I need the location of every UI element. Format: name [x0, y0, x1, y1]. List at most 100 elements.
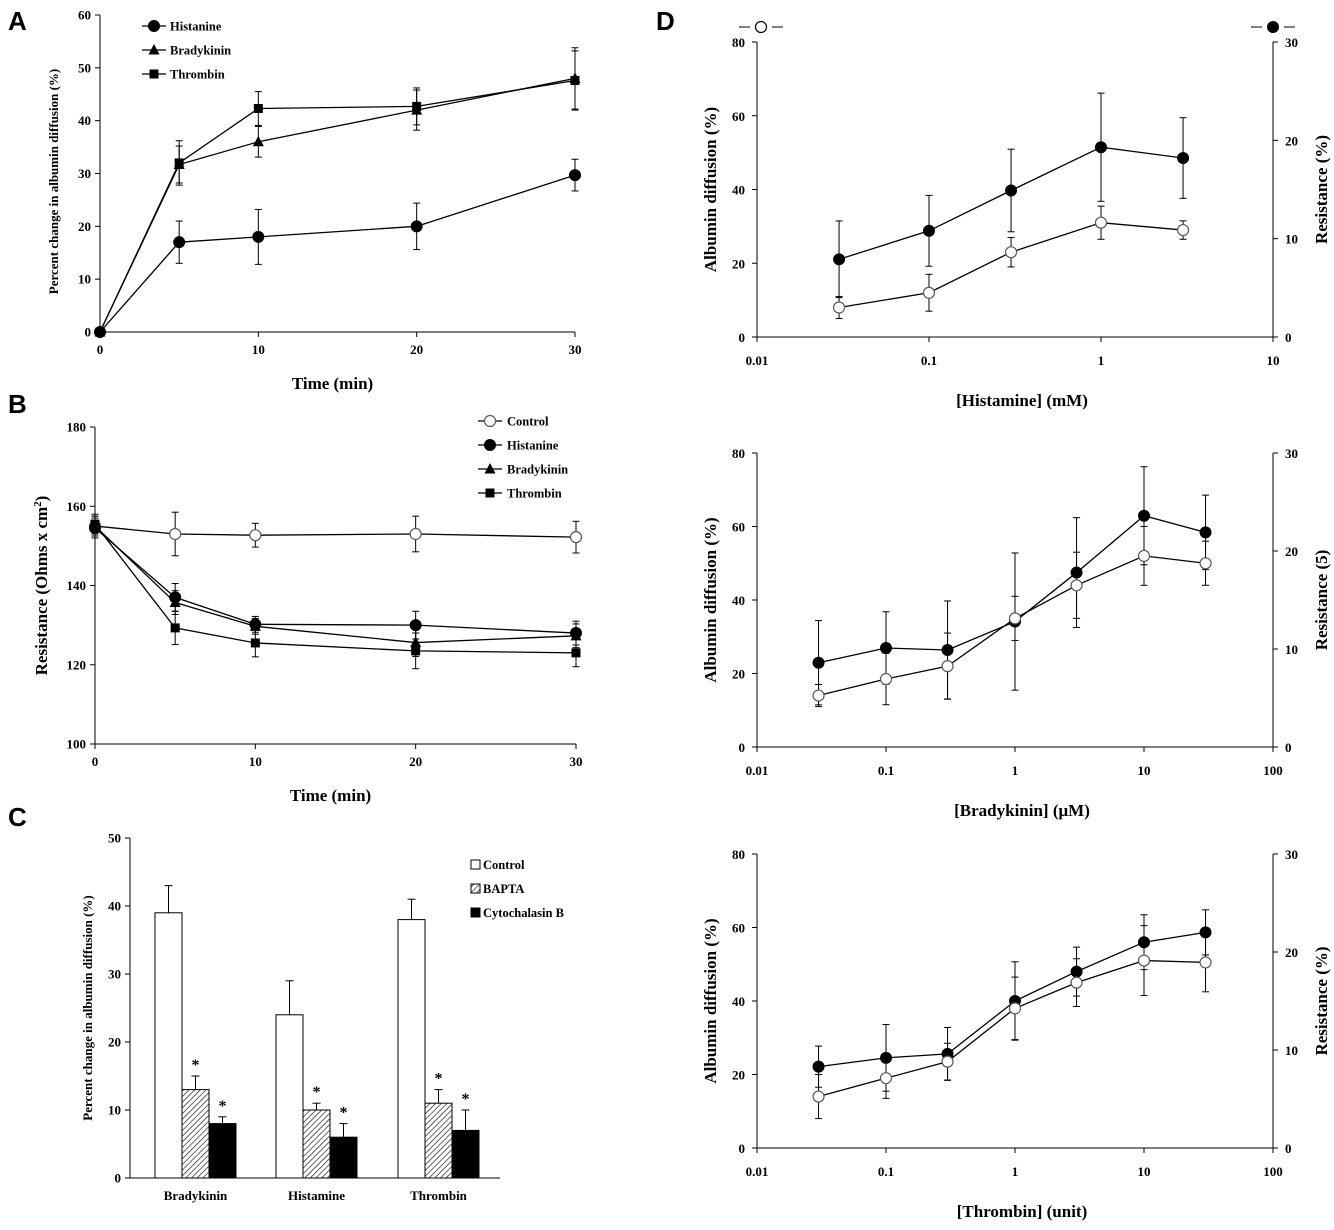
data-point — [569, 531, 583, 544]
significance-star: * — [340, 1105, 348, 1122]
y-tick-label: 20 — [732, 667, 745, 682]
data-point — [571, 648, 581, 658]
x-category-label: Bradykinin — [164, 1188, 228, 1203]
y-tick-label: 140 — [67, 578, 87, 593]
legend-label: Thrombin — [507, 487, 562, 501]
data-point — [409, 527, 422, 541]
series-line — [818, 959, 1206, 1098]
x-axis-label: [Histamine] (mM) — [956, 391, 1088, 410]
x-tick-label: 30 — [569, 342, 582, 357]
series-resistance — [833, 92, 1190, 299]
y-axis-label-right: Resistance (5) — [1312, 550, 1331, 651]
bar — [275, 1014, 304, 1179]
y-tick-label: 60 — [732, 109, 745, 124]
x-tick-label: 10 — [1267, 353, 1280, 368]
bar-group-thrombin: * * Thrombin — [397, 898, 480, 1203]
data-point — [1094, 216, 1108, 229]
data-point — [812, 1090, 825, 1103]
y-axis-label-left: Albumin diffusion (%) — [701, 918, 720, 1083]
x-category-label: Histamine — [288, 1188, 345, 1203]
y-tick-label: 20 — [108, 1035, 121, 1050]
y-tick-label: 0 — [115, 1171, 122, 1186]
y-tick-label: 0 — [739, 740, 746, 755]
y-axis-label: Percent change in albumin diffusion (%) — [46, 69, 61, 294]
y-right-tick-label: 10 — [1285, 1043, 1298, 1058]
bar — [302, 1109, 331, 1179]
y-tick-label: 60 — [78, 8, 91, 23]
data-point — [922, 286, 936, 299]
x-tick-label: 30 — [570, 754, 583, 769]
y-tick-label: 60 — [732, 520, 745, 535]
y-tick-label: 40 — [732, 183, 745, 198]
chart-D1: 0 20 40 60 80 0 10 20 30 0.01 0.1 1 10 Albumin diffus… — [701, 35, 1331, 410]
data-point — [1137, 954, 1151, 967]
data-point — [1070, 579, 1083, 592]
legend-swatch — [470, 883, 481, 894]
data-point — [1004, 246, 1018, 259]
y-tick-label: 80 — [732, 847, 745, 862]
y-tick-label: 60 — [732, 921, 745, 936]
data-point — [879, 672, 893, 686]
y-right-tick-label: 20 — [1285, 133, 1298, 148]
x-tick-label: 1 — [1012, 1164, 1019, 1179]
data-point — [1008, 612, 1022, 625]
legend: Control BAPTA Cytochalasin B — [470, 858, 564, 920]
x-tick-label: 1 — [1012, 763, 1019, 778]
x-category-label: Thrombin — [410, 1188, 468, 1203]
y-axis-label-left: Albumin diffusion (%) — [701, 517, 720, 682]
data-point — [880, 642, 892, 655]
x-tick-label: 0.1 — [878, 763, 894, 778]
legend-swatch — [470, 859, 481, 870]
y-axis-label-right: Resistance (%) — [1312, 946, 1331, 1055]
chart-D2: 0 20 40 60 80 0 10 20 30 0.01 0.1 1 10 100 Albumin dif… — [701, 446, 1331, 820]
data-point — [1008, 1002, 1022, 1015]
y-axis-label-right: Resistance (%) — [1312, 135, 1331, 244]
y-tick-label: 40 — [732, 593, 745, 608]
series-thrombin — [95, 50, 580, 337]
data-point — [923, 224, 935, 237]
data-point — [941, 660, 954, 673]
legend-marker — [149, 69, 159, 79]
bar — [329, 1136, 358, 1179]
bar — [397, 919, 426, 1179]
data-point — [941, 1055, 954, 1068]
legend-label: Histanine — [170, 20, 222, 34]
x-tick-label: 10 — [1138, 763, 1151, 778]
y-right-tick-label: 0 — [1285, 330, 1292, 345]
bar — [181, 1089, 210, 1179]
y-tick-label: 30 — [108, 967, 121, 982]
data-point — [252, 135, 264, 147]
y-tick-label: 80 — [732, 446, 745, 461]
data-point — [95, 327, 105, 337]
x-tick-label: 0 — [92, 754, 99, 769]
legend-label: Thrombin — [170, 68, 225, 82]
series-line — [99, 174, 576, 333]
y-tick-label: 50 — [108, 831, 121, 846]
y-tick-label: 20 — [732, 1068, 745, 1083]
legend-marker — [148, 44, 160, 55]
legend-marker — [484, 439, 496, 451]
panel-d-series-key — [739, 20, 1295, 34]
y-tick-label: 20 — [732, 256, 745, 271]
y-right-tick-label: 20 — [1285, 544, 1298, 559]
y-tick-label: 0 — [739, 330, 746, 345]
legend-label: Control — [507, 415, 549, 429]
series-line — [94, 523, 577, 654]
significance-star: * — [219, 1098, 227, 1115]
x-tick-label: 0.1 — [878, 1164, 894, 1179]
y-tick-label: 0 — [739, 1141, 746, 1156]
y-tick-label: 80 — [732, 35, 745, 50]
series-histanine — [89, 517, 582, 646]
y-axis-label-left: Albumin diffusion (%) — [701, 107, 720, 272]
legend-label: Histanine — [507, 439, 559, 453]
y-tick-label: 120 — [67, 657, 87, 672]
data-point — [1199, 557, 1212, 570]
data-point — [1137, 549, 1151, 563]
data-point — [1177, 152, 1190, 165]
data-point — [1138, 509, 1150, 522]
data-point — [832, 301, 846, 314]
data-point — [410, 220, 423, 233]
x-axis-label: Time (min) — [290, 786, 371, 805]
data-point — [412, 101, 422, 111]
x-tick-label: 0.01 — [746, 353, 769, 368]
